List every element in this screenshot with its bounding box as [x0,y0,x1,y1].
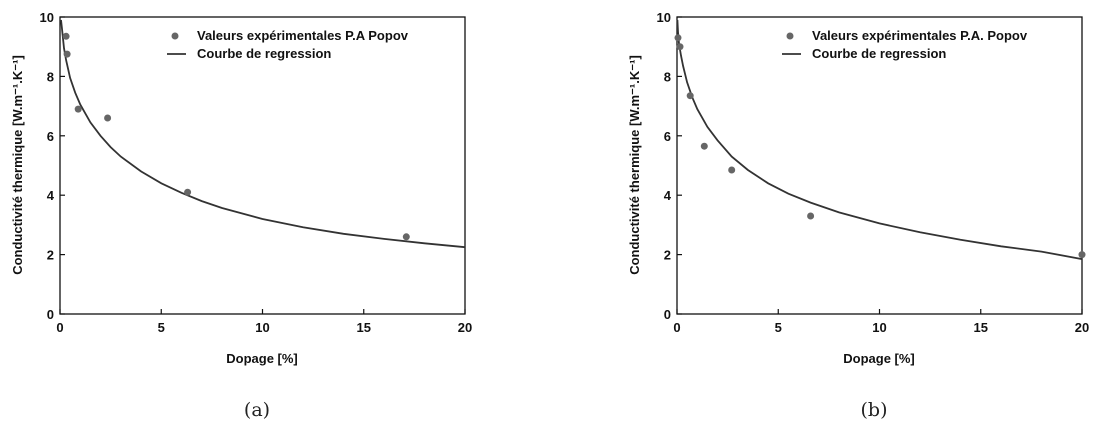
y-tick-label: 2 [664,248,671,263]
x-tick-label: 20 [1075,320,1089,335]
x-axis-ticks: 0 5 10 15 20 [56,309,472,335]
data-point [700,142,708,150]
legend: Valeurs expérimentales P.A. Popov Courbe… [782,28,1028,61]
plot-frame [676,16,1083,315]
y-axis-ticks: 0 2 4 6 8 10 [657,10,682,322]
y-tick-label: 2 [47,248,54,263]
y-tick-label: 0 [664,307,671,322]
regression-line [60,19,466,249]
regression-curve [676,19,1083,260]
data-point [184,188,192,196]
x-axis-ticks: 0 5 10 15 20 [673,309,1089,335]
data-point [63,50,71,58]
panel-caption: (b) [861,399,888,421]
data-point [74,105,82,113]
panel-b: 0 2 4 6 8 10 0 5 10 15 20 Valeurs expérimentales … [627,10,1089,421]
regression-line [676,19,1083,260]
y-tick-label: 6 [47,129,54,144]
y-tick-label: 10 [40,10,54,25]
data-point [104,114,112,122]
experimental-points [674,34,1086,259]
legend-label-line: Courbe de regression [197,46,331,61]
legend-marker-scatter [171,32,179,40]
experimental-points [62,32,410,241]
y-tick-label: 10 [657,10,671,25]
panel-a: 0 2 4 6 8 10 0 5 10 15 20 Valeurs expérimentales … [10,10,472,421]
y-axis-label: Conductivité thermique [W.m⁻¹.K⁻¹] [627,55,642,275]
legend-label-scatter: Valeurs expérimentales P.A. Popov [812,28,1028,43]
x-tick-label: 0 [673,320,680,335]
y-tick-label: 8 [664,69,671,84]
data-point [402,233,410,241]
data-point [686,92,694,100]
legend-label-line: Courbe de regression [812,46,946,61]
x-tick-label: 15 [974,320,988,335]
x-tick-label: 5 [775,320,782,335]
y-tick-label: 8 [47,69,54,84]
y-tick-label: 6 [664,129,671,144]
x-tick-label: 10 [255,320,269,335]
panel-caption: (a) [244,399,270,421]
data-point [62,32,70,40]
x-axis-label: Dopage [%] [226,351,298,366]
data-point [674,34,682,42]
x-tick-label: 20 [458,320,472,335]
legend-marker-scatter [786,32,794,40]
x-tick-label: 15 [357,320,371,335]
y-tick-label: 4 [47,188,55,203]
data-point [1078,251,1086,259]
x-tick-label: 10 [872,320,886,335]
regression-curve [60,19,466,249]
y-axis-ticks: 0 2 4 6 8 10 [40,10,65,322]
legend: Valeurs expérimentales P.A Popov Courbe … [167,28,409,61]
x-axis-label: Dopage [%] [843,351,915,366]
x-tick-label: 5 [158,320,165,335]
y-tick-label: 0 [47,307,54,322]
plot-frame [59,16,466,315]
y-axis-label: Conductivité thermique [W.m⁻¹.K⁻¹] [10,55,25,275]
legend-label-scatter: Valeurs expérimentales P.A Popov [197,28,409,43]
y-tick-label: 4 [664,188,672,203]
data-point [807,212,815,220]
x-tick-label: 0 [56,320,63,335]
data-point [728,166,736,174]
data-point [676,43,684,51]
